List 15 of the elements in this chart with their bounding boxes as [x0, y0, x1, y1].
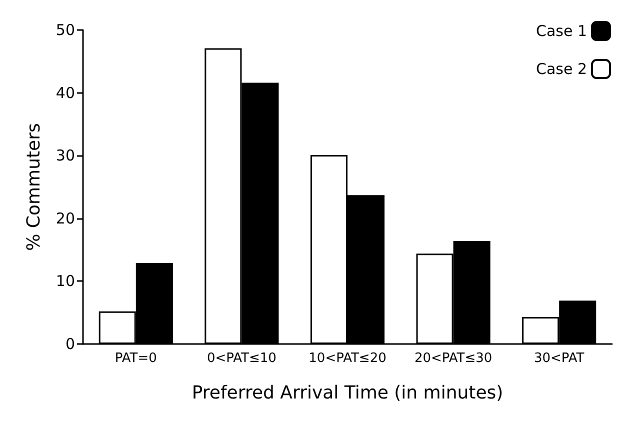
legend-label: Case 1	[536, 22, 587, 40]
x-tick-label: 20<PAT≤30	[414, 351, 492, 366]
y-tick-label: 40	[56, 84, 75, 102]
x-axis-title: Preferred Arrival Time (in minutes)	[192, 382, 504, 404]
y-tick-label: 0	[65, 335, 75, 353]
y-tick-label: 20	[56, 209, 75, 228]
y-tick-label: 30	[56, 146, 75, 165]
x-tick-label: PAT=0	[114, 351, 157, 366]
legend-label: Case 2	[536, 60, 587, 78]
x-tick-label: 10<PAT≤20	[308, 351, 386, 366]
x-tick-label: 0<PAT≤10	[206, 351, 276, 366]
y-axis-title: % Commuters	[24, 123, 44, 251]
y-tick-label: 50	[56, 21, 75, 39]
x-tick-label: 30<PAT	[534, 351, 584, 366]
y-tick-label: 10	[56, 272, 75, 290]
